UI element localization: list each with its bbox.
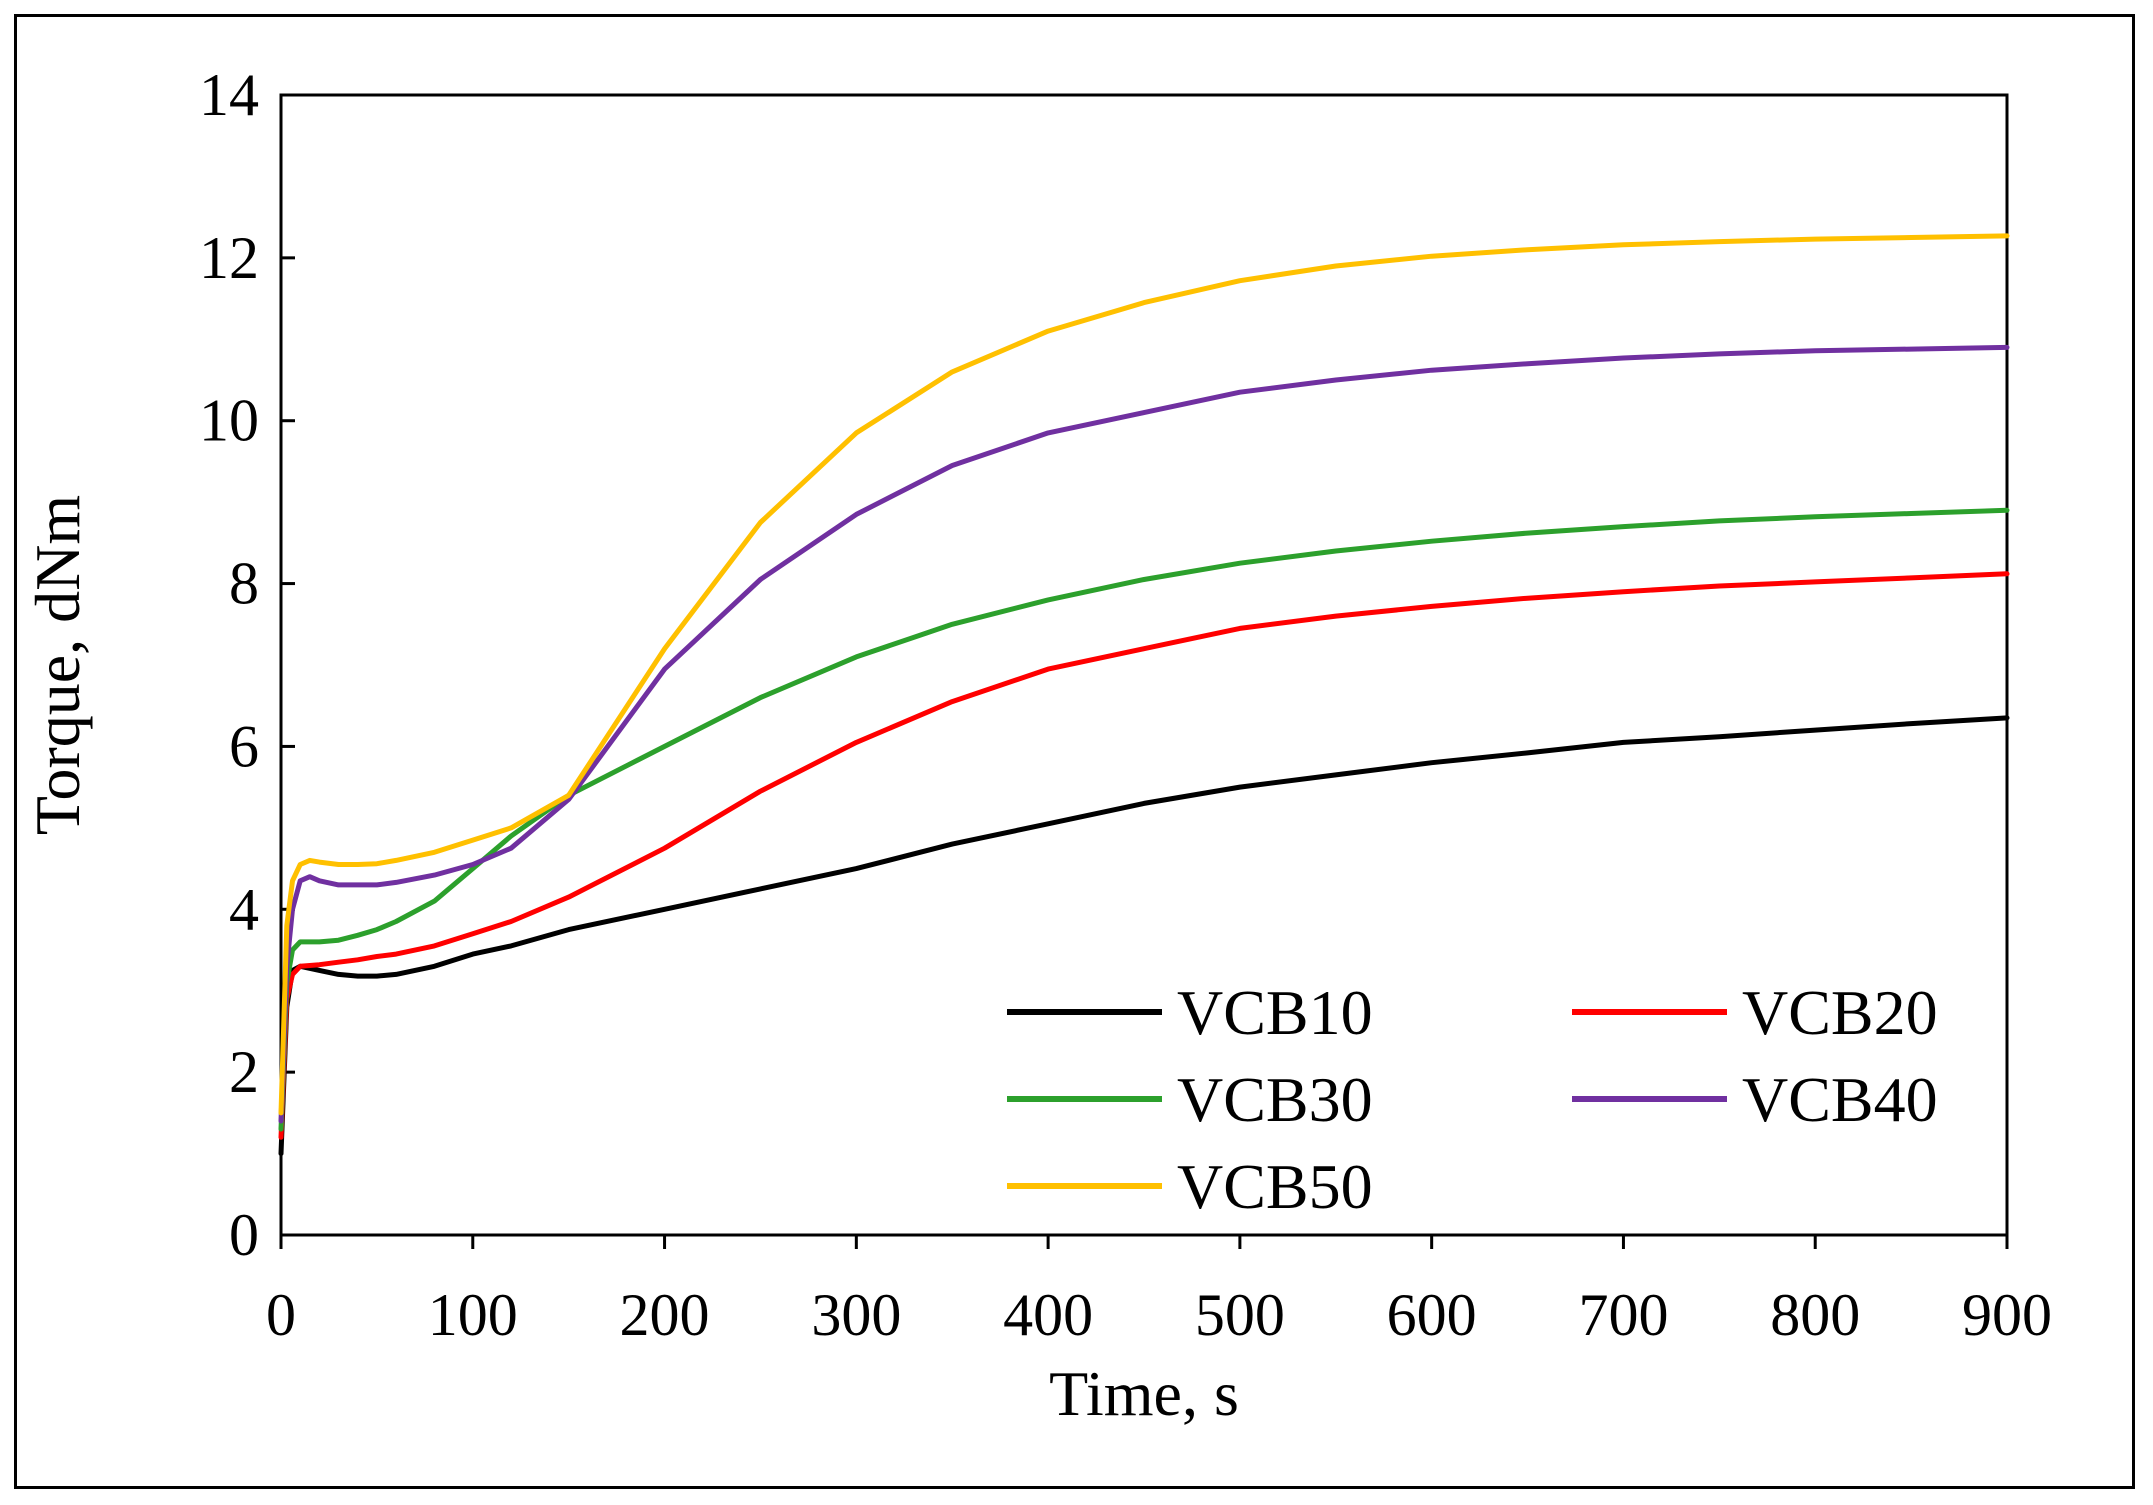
x-tick-label: 200 (620, 1282, 710, 1348)
y-tick-label: 10 (199, 388, 259, 454)
x-tick-label: 700 (1578, 1282, 1668, 1348)
x-tick-label: 900 (1962, 1282, 2052, 1348)
legend-label-vcb40: VCB40 (1742, 1064, 1938, 1135)
y-tick-label: 8 (229, 551, 259, 617)
plot-area (279, 93, 2009, 1237)
series-line-vcb10 (278, 715, 2010, 1157)
series-line-vcb20 (278, 571, 2010, 1140)
x-tick-label: 400 (1003, 1282, 1093, 1348)
legend-label-vcb10: VCB10 (1177, 977, 1373, 1048)
x-tick-label: 600 (1387, 1282, 1477, 1348)
y-tick-label: 4 (229, 876, 259, 942)
legend: VCB10 VCB20 VCB30 VCB40 VCB50 (1007, 977, 1938, 1222)
y-tick-label: 0 (229, 1202, 259, 1268)
x-tick-label: 800 (1770, 1282, 1860, 1348)
y-tick-label: 6 (229, 713, 259, 779)
x-tick-label: 100 (428, 1282, 518, 1348)
y-tick-label: 14 (199, 62, 259, 128)
legend-label-vcb30: VCB30 (1177, 1064, 1373, 1135)
series-layer (278, 233, 2010, 1157)
series-line-vcb30 (278, 507, 2010, 1132)
x-tick-label: 0 (266, 1282, 296, 1348)
legend-label-vcb50: VCB50 (1177, 1151, 1373, 1222)
x-axis-label: Time, s (1049, 1358, 1239, 1429)
legend-label-vcb20: VCB20 (1742, 977, 1938, 1048)
x-tick-label: 500 (1195, 1282, 1285, 1348)
x-axis: 0 100 200 300 400 500 600 700 800 900 (266, 1235, 2052, 1348)
chart-frame: 0 2 4 6 8 10 12 14 0 100 200 300 400 500 600 700 800 900… (14, 14, 2135, 1489)
y-axis-label: Torque, dNm (22, 495, 93, 835)
series-line-vcb50 (278, 233, 2010, 1116)
y-axis: 0 2 4 6 8 10 12 14 (199, 62, 295, 1268)
y-tick-label: 2 (229, 1039, 259, 1105)
torque-time-chart: 0 2 4 6 8 10 12 14 0 100 200 300 400 500 600 700 800 900… (22, 62, 2052, 1429)
x-tick-label: 300 (811, 1282, 901, 1348)
y-tick-label: 12 (199, 225, 259, 291)
series-line-vcb40 (278, 344, 2010, 1124)
